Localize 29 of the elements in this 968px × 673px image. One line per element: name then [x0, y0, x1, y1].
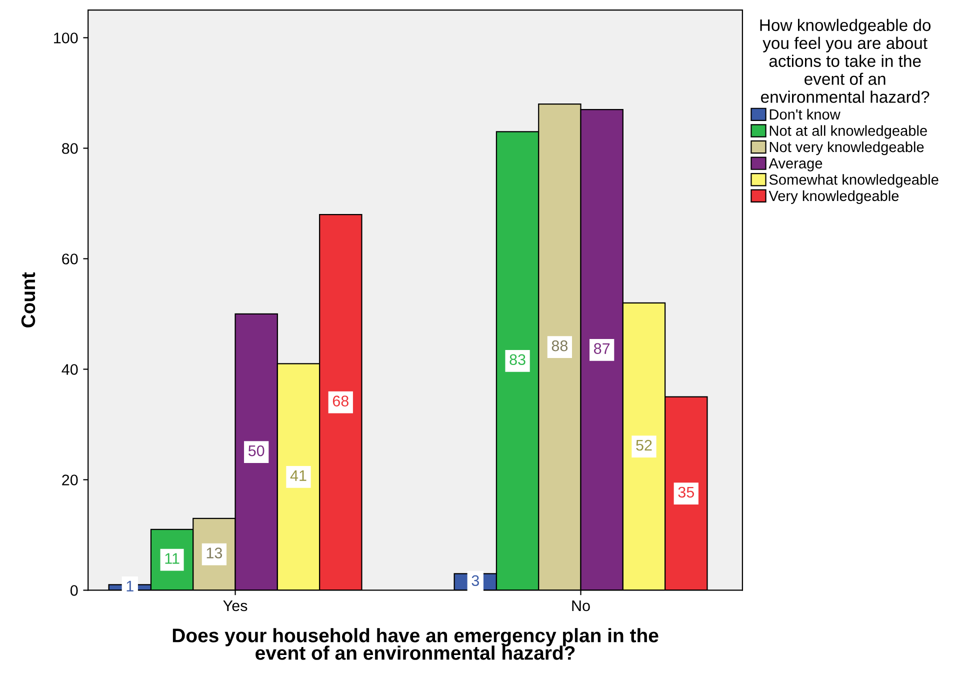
- y-tick-label: 40: [62, 364, 78, 375]
- data-label: 50: [248, 445, 264, 456]
- data-label: 35: [678, 486, 694, 498]
- data-label: 88: [552, 340, 568, 352]
- y-tick-label: 0: [70, 585, 78, 596]
- data-label: 41: [290, 470, 306, 481]
- x-axis-title: Does your household have an emergency plan in the event of an environmental hazard?: [172, 628, 658, 660]
- y-tick-label: 60: [62, 254, 78, 264]
- legend-label: Not at all knowledgeable: [770, 125, 927, 139]
- y-tick-label: 80: [62, 143, 78, 154]
- data-label: 87: [594, 343, 610, 354]
- y-axis-title: Count: [21, 272, 36, 328]
- x-tick-label: Yes: [223, 600, 248, 612]
- x-tick-label: No: [572, 600, 590, 612]
- data-label: 83: [510, 354, 526, 366]
- legend-label: Very knowledgeable: [768, 190, 899, 204]
- data-label: 1: [126, 580, 134, 592]
- data-label: 13: [206, 548, 222, 558]
- data-label: 11: [165, 553, 180, 564]
- legend-label: Don't know: [770, 108, 840, 120]
- legend-title: How knowledgeable do you feel you are about actions to take in the event of an environmental hazard?: [760, 18, 931, 103]
- data-label: 3: [472, 575, 479, 586]
- legend-label: Not very knowledgeable: [770, 141, 924, 156]
- legend-label: Average: [768, 158, 822, 172]
- y-tick-label: 20: [62, 474, 78, 486]
- data-label: 68: [332, 396, 348, 406]
- legend-label: Somewhat knowledgeable: [769, 174, 938, 188]
- data-label: 52: [636, 440, 652, 451]
- y-tick-label: 100: [54, 32, 78, 44]
